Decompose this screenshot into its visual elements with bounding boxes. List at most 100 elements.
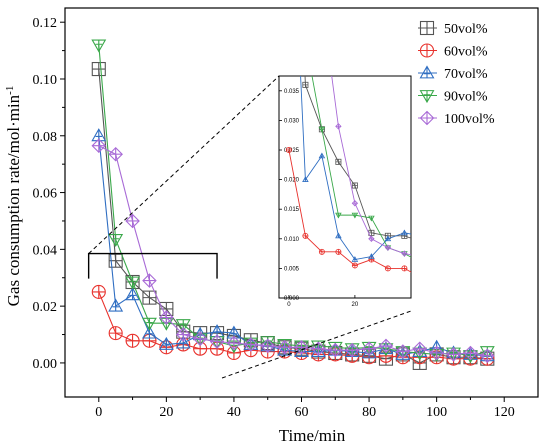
inset-data-point (418, 233, 423, 238)
data-point (91, 284, 106, 299)
y-tick-label: 0.00 (33, 357, 58, 372)
inset-series-line (300, 76, 411, 261)
inset-series-layer (285, 39, 440, 280)
legend-item: 90vol% (418, 90, 488, 105)
data-point (108, 326, 123, 341)
inset-data-point (368, 215, 375, 222)
inset-data-point (303, 39, 308, 44)
data-point (395, 344, 411, 359)
data-point (294, 340, 309, 355)
inset-series-100volpct (331, 76, 423, 259)
data-point (311, 341, 326, 357)
legend-marker (419, 20, 435, 36)
data-point (125, 276, 141, 290)
inset-data-point (435, 269, 440, 274)
inset-y-tick-label: 0.025 (284, 148, 300, 154)
inset-data-point (384, 265, 391, 272)
inset-data-point (302, 176, 309, 182)
inset-x-tick-label: 0 (287, 302, 291, 308)
inset-data-point (384, 244, 392, 251)
inset-data-point (384, 235, 392, 242)
inset-data-point (302, 232, 309, 239)
x-tick-label: 120 (494, 405, 515, 420)
inset-data-point (351, 200, 359, 207)
inset-data-point (285, 146, 292, 153)
x-tick-label: 100 (426, 405, 447, 420)
legend-marker (419, 65, 435, 79)
inset-data-point (351, 182, 358, 189)
x-tick-label: 80 (362, 405, 376, 420)
zoom-indicator (87, 75, 412, 379)
inset-series-70volpct (300, 76, 423, 262)
data-point (344, 342, 360, 358)
series-line (98, 44, 488, 357)
y-tick-label: 0.02 (33, 300, 58, 315)
inset-frame (278, 75, 412, 299)
inset-data-point (318, 126, 326, 133)
series-line (98, 145, 488, 357)
inset-data-point (418, 239, 423, 244)
inset-y-tick-label: 0.035 (284, 89, 300, 95)
inset-data-point (335, 212, 342, 219)
data-point (91, 61, 106, 77)
legend-label: 60vol% (444, 45, 488, 60)
inset-y-tick-label: 0.020 (284, 178, 300, 184)
x-axis-title: Time/min (279, 426, 346, 445)
legend-marker (419, 90, 435, 104)
series-100volpct (91, 138, 495, 364)
inset-data-point (335, 123, 342, 130)
inset-data-point (418, 275, 423, 280)
data-point (108, 298, 124, 312)
inset-series-60volpct (285, 146, 440, 280)
inset-series-line (288, 149, 411, 273)
inset-series-line (311, 76, 411, 258)
data-point (91, 39, 107, 53)
series-line (98, 68, 488, 364)
inset-data-point (302, 81, 309, 88)
inset-data-point (351, 256, 359, 262)
inset-data-point (435, 255, 440, 260)
inset-x-tick-label: 20 (352, 302, 359, 308)
data-point (175, 327, 191, 342)
y-axis-title-text: Gas consumption rate/mol·min (4, 94, 23, 306)
y-tick-label: 0.12 (33, 16, 58, 31)
data-point (125, 333, 140, 348)
data-point (446, 347, 461, 362)
data-point (125, 287, 141, 301)
data-point (108, 233, 124, 248)
x-tick-label: 20 (159, 405, 173, 420)
inset-data-point (401, 229, 408, 236)
data-point (142, 317, 157, 331)
legend-item: 60vol% (418, 43, 488, 60)
x-tick-label: 60 (295, 405, 309, 420)
legend-marker (419, 43, 435, 58)
data-point (429, 345, 444, 361)
inset-y-tick-label: 0.005 (284, 266, 300, 272)
legend-item: 70vol% (418, 65, 488, 82)
inset-data-point (418, 261, 423, 266)
data-point (158, 336, 174, 350)
data-point (361, 341, 377, 357)
data-point (463, 345, 478, 361)
legend-marker (419, 110, 435, 126)
x-tick-label: 40 (227, 405, 241, 420)
x-tick-label: 0 (95, 405, 102, 420)
inset-data-point (335, 158, 342, 165)
inset-series-line (304, 76, 411, 239)
legend-item: 100vol% (418, 110, 495, 127)
y-tick-label: 0.06 (33, 187, 58, 202)
inset-data-point (368, 235, 375, 242)
data-point (243, 337, 259, 352)
legend-item: 50vol% (418, 20, 488, 37)
zoom-bracket (87, 252, 218, 279)
inset-y-tick-label: 0.030 (284, 118, 300, 124)
inset-data-point (401, 265, 408, 272)
data-point (108, 146, 123, 162)
legend-label: 50vol% (444, 22, 488, 37)
legend-label: 70vol% (444, 67, 488, 82)
data-point (378, 338, 394, 354)
data-point (142, 273, 157, 288)
zoom-connector-top (88, 75, 280, 254)
inset-data-point (418, 254, 423, 259)
